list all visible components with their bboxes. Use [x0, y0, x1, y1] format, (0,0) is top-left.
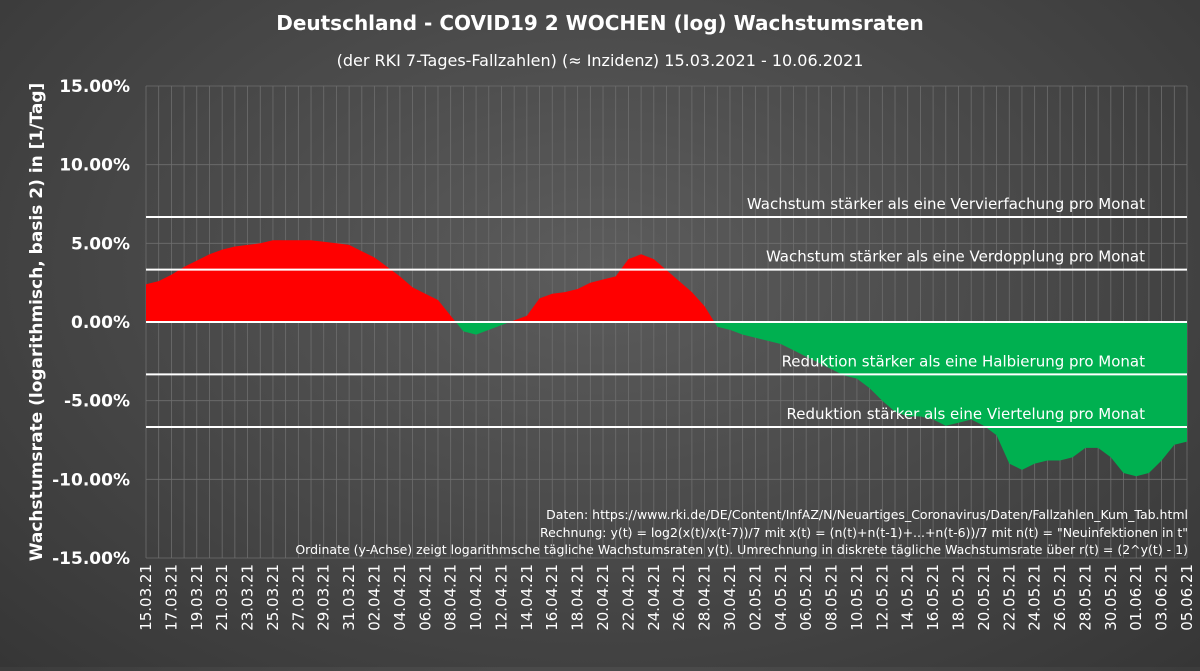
reference-line-label: Reduktion stärker als eine Viertelung pr… [787, 405, 1146, 423]
y-tick-label: -15.00% [52, 549, 130, 569]
x-tick-label: 01.06.21 [1127, 564, 1145, 631]
x-tick-label: 30.04.21 [721, 564, 739, 631]
x-tick-label: 08.04.21 [442, 564, 460, 631]
x-tick-label: 06.05.21 [797, 564, 815, 631]
x-tick-label: 04.05.21 [772, 564, 790, 631]
source-note: Ordinate (y-Achse) zeigt logarithmsche t… [295, 542, 1188, 557]
x-tick-label: 10.05.21 [848, 564, 866, 631]
x-tick-label: 20.04.21 [594, 564, 612, 631]
x-tick-label: 12.04.21 [493, 564, 511, 631]
x-tick-label: 28.04.21 [696, 564, 714, 631]
x-tick-label: 27.03.21 [289, 564, 307, 631]
source-notes: Daten: https://www.rki.de/DE/Content/Inf… [295, 507, 1188, 557]
x-tick-label: 10.04.21 [467, 564, 485, 631]
x-tick-label: 31.03.21 [340, 564, 358, 631]
x-tick-label: 12.05.21 [873, 564, 891, 631]
y-tick-label: 15.00% [59, 77, 130, 97]
x-tick-label: 30.05.21 [1102, 564, 1120, 631]
reference-lines: Wachstum stärker als eine Vervierfachung… [146, 195, 1187, 428]
y-tick-label: -5.00% [64, 392, 130, 412]
x-tick-label: 29.03.21 [315, 564, 333, 631]
x-tick-label: 26.04.21 [670, 564, 688, 631]
x-tick-label: 16.04.21 [543, 564, 561, 631]
x-tick-label: 19.03.21 [188, 564, 206, 631]
y-tick-label: 10.00% [59, 156, 130, 176]
x-tick-label: 25.03.21 [264, 564, 282, 631]
x-tick-label: 08.05.21 [823, 564, 841, 631]
growth-area-negative [455, 322, 510, 335]
chart-title: Deutschland - COVID19 2 WOCHEN (log) Wac… [276, 11, 924, 35]
x-tick-label: 24.04.21 [645, 564, 663, 631]
x-tick-label: 22.04.21 [619, 564, 637, 631]
area-layer [146, 240, 1187, 477]
growth-area-positive [509, 254, 715, 322]
x-tick-label: 18.05.21 [950, 564, 968, 631]
x-tick-label: 20.05.21 [975, 564, 993, 631]
source-note: Rechnung: y(t) = log2(x(t)/x(t-7))/7 mit… [540, 525, 1188, 540]
x-tick-labels: 15.03.21 17.03.21 19.03.21 21.03.21 23.03.21… [137, 564, 1196, 631]
x-tick-label: 02.04.21 [366, 564, 384, 631]
y-tick-label: 5.00% [71, 234, 130, 254]
source-note: Daten: https://www.rki.de/DE/Content/Inf… [546, 507, 1188, 522]
x-tick-label: 05.06.21 [1178, 564, 1196, 631]
x-tick-label: 14.05.21 [899, 564, 917, 631]
reference-line-label: Wachstum stärker als eine Vervierfachung… [747, 195, 1145, 213]
chart-subtitle: (der RKI 7-Tages-Fallzahlen) (≈ Inzidenz… [337, 51, 864, 70]
y-axis-label: Wachstumsrate (logarithmisch, basis 2) i… [27, 83, 47, 562]
x-tick-label: 24.05.21 [1026, 564, 1044, 631]
x-tick-label: 23.03.21 [239, 564, 257, 631]
x-tick-label: 28.05.21 [1076, 564, 1094, 631]
y-tick-labels: 15.00% 10.00% 5.00% 0.00% -5.00% -10.00% -15.0… [52, 77, 130, 569]
reference-line-label: Reduktion stärker als eine Halbierung pr… [782, 352, 1146, 370]
x-tick-label: 14.04.21 [518, 564, 536, 631]
x-tick-label: 21.03.21 [213, 564, 231, 631]
x-tick-label: 06.04.21 [416, 564, 434, 631]
x-tick-label: 22.05.21 [1000, 564, 1018, 631]
x-tick-label: 18.04.21 [569, 564, 587, 631]
growth-area-negative [714, 322, 1187, 477]
x-tick-label: 04.04.21 [391, 564, 409, 631]
y-tick-label: 0.00% [71, 313, 130, 333]
x-tick-label: 03.06.21 [1153, 564, 1171, 631]
x-tick-label: 16.05.21 [924, 564, 942, 631]
x-tick-label: 26.05.21 [1051, 564, 1069, 631]
reference-line-label: Wachstum stärker als eine Verdopplung pr… [766, 248, 1145, 266]
growth-area-positive [146, 240, 456, 322]
x-tick-label: 02.05.21 [746, 564, 764, 631]
x-tick-label: 17.03.21 [162, 564, 180, 631]
x-tick-label: 15.03.21 [137, 564, 155, 631]
y-tick-label: -10.00% [52, 470, 130, 490]
